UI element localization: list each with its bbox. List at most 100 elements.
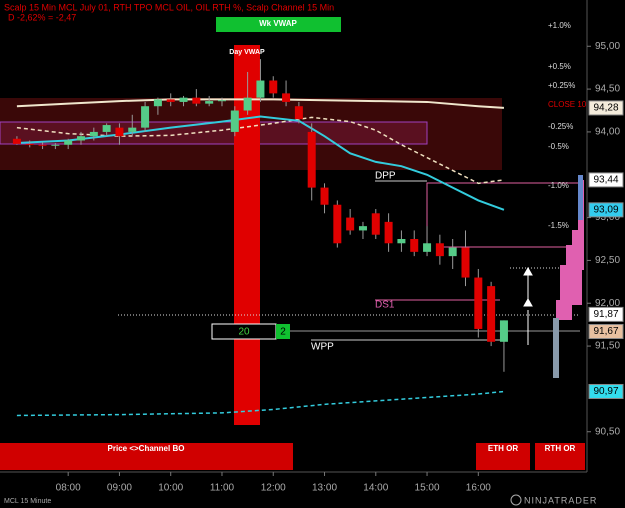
y-tick-label: 91,50	[595, 341, 620, 352]
percent-label: +0.5%	[548, 62, 571, 71]
candle-body	[141, 106, 150, 128]
y-tick-label: 92,00	[595, 298, 620, 309]
candle-body	[153, 99, 162, 107]
x-tick-label: 08:00	[56, 483, 81, 494]
box-label: 2	[280, 327, 286, 338]
candle-body	[294, 106, 303, 120]
candle-body	[371, 213, 380, 235]
price-flag-label: 91,67	[593, 326, 618, 337]
y-tick-label: 92,50	[595, 255, 620, 266]
button[interactable]	[0, 443, 293, 470]
price-flag	[588, 202, 624, 218]
price-flag	[588, 383, 624, 399]
candle-body	[38, 144, 47, 146]
vwap-label: Day VWAP	[229, 49, 265, 56]
candle-body	[282, 93, 291, 102]
candle-body	[64, 140, 73, 145]
indicator-line	[16, 98, 505, 109]
candle-body	[423, 243, 432, 252]
price-flag-label: 94,28	[593, 103, 618, 114]
chart-title: Scalp 15 Min MCL July 01, RTH TPO MCL OI…	[4, 2, 334, 12]
x-tick-label: 12:00	[261, 483, 286, 494]
candle-body	[461, 247, 470, 278]
y-tick-label: 95,00	[595, 41, 620, 52]
x-tick-label: 16:00	[466, 483, 491, 494]
volume-profile	[553, 175, 584, 378]
candle-body	[89, 131, 98, 137]
price-flag-label: 91,87	[593, 309, 618, 320]
button-label: RTH OR	[545, 444, 576, 453]
price-flag-label: 93,09	[593, 205, 618, 216]
candle-body	[448, 247, 457, 257]
arrows	[523, 266, 533, 345]
x-tick-label: 15:00	[415, 483, 440, 494]
candle-body	[77, 136, 86, 141]
candle-body	[128, 127, 137, 132]
level-label: WPP	[311, 342, 334, 353]
button[interactable]	[476, 443, 530, 470]
y-tick-label: 93,00	[595, 212, 620, 223]
candle-body	[410, 238, 419, 252]
candle-body	[269, 80, 278, 94]
candle-body	[12, 138, 21, 144]
box-label: 20	[238, 327, 250, 338]
button[interactable]	[535, 443, 585, 470]
price-flag	[588, 324, 624, 340]
wk-vwap-box	[216, 17, 341, 32]
box	[276, 324, 290, 339]
candle-body	[205, 101, 214, 104]
candle-body	[333, 204, 342, 244]
x-tick-label: 11:00	[210, 483, 235, 494]
button-label: Price <>Channel BO	[108, 444, 185, 453]
candle-body	[102, 125, 111, 132]
level-label: DS1	[375, 300, 395, 311]
candle-body	[358, 226, 367, 231]
indicator-line	[16, 116, 505, 185]
candle-body	[243, 97, 252, 111]
x-tick-label: 13:00	[312, 483, 337, 494]
candle-body	[435, 243, 444, 257]
percent-label: +0.25%	[548, 81, 575, 90]
candle-body	[487, 286, 496, 342]
candle-body	[192, 97, 201, 104]
candle-body	[51, 144, 60, 146]
level-label: DPP	[375, 171, 396, 182]
candle-body	[320, 187, 329, 205]
candle-body	[115, 127, 124, 137]
percent-label: -1.0%	[548, 181, 569, 190]
indicator-line	[16, 390, 505, 417]
candle-body	[166, 99, 175, 102]
price-flag-label: 93,44	[593, 175, 618, 186]
candle-body	[474, 277, 483, 329]
percent-label: CLOSE 10	[548, 100, 587, 109]
logo	[510, 494, 522, 506]
x-tick-label: 14:00	[363, 483, 388, 494]
chart-subtitle: D -2,62% = -2,47	[8, 12, 76, 22]
candle-body	[230, 110, 239, 132]
price-flag	[588, 100, 624, 116]
candle-body	[217, 100, 226, 102]
percent-label: -1.5%	[548, 221, 569, 230]
candle-body	[397, 238, 406, 244]
indicator-line	[16, 115, 505, 211]
y-tick-label: 94,00	[595, 127, 620, 138]
candle-body	[25, 143, 34, 145]
x-tick-label: 09:00	[107, 483, 132, 494]
candle-body	[499, 320, 508, 342]
price-flag	[588, 172, 624, 188]
candle-body	[346, 217, 355, 231]
brand: NINJATRADER	[524, 495, 597, 505]
y-tick-label: 94,50	[595, 84, 620, 95]
percent-label: -0.5%	[548, 142, 569, 151]
candle-body	[256, 80, 265, 98]
candle-body	[179, 97, 188, 102]
x-tick-label: 10:00	[158, 483, 183, 494]
price-flag-label: 90,97	[593, 386, 618, 397]
vwap-label: Wk VWAP	[259, 19, 297, 28]
instrument-label: MCL 15 Minute	[4, 498, 51, 505]
y-tick-label: 90,50	[595, 426, 620, 437]
percent-label: -0.25%	[548, 122, 573, 131]
price-flag	[588, 306, 624, 322]
